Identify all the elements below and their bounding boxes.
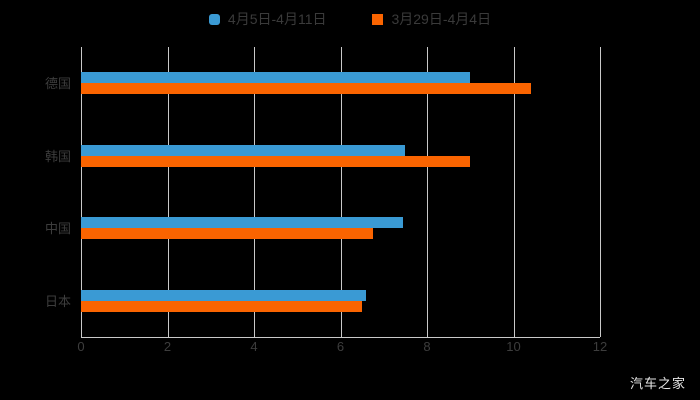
y-axis-label-0: 德国 <box>44 76 71 92</box>
bar <box>81 300 363 312</box>
gridline <box>254 47 255 337</box>
y-axis-category-labels: 德国 韩国 中国 日本 <box>0 47 71 337</box>
x-axis-tick-label: 2 <box>163 339 172 354</box>
x-axis-tick-labels: 0 2 4 6 8 10 12 <box>77 339 607 360</box>
gridline <box>340 47 342 337</box>
gridline <box>427 47 428 337</box>
bar <box>81 83 531 95</box>
x-axis-tick-label: 0 <box>77 339 85 354</box>
legend-square-marker-icon <box>372 13 384 25</box>
x-axis-tick-label: 8 <box>423 339 431 354</box>
gridline <box>81 47 82 337</box>
y-axis-label-1: 韩国 <box>44 148 71 164</box>
bar <box>81 228 373 240</box>
bar <box>81 72 471 84</box>
bar <box>81 289 367 301</box>
x-axis-tick-label: 4 <box>250 339 258 354</box>
legend-circle-marker-icon <box>208 13 220 25</box>
legend-item[interactable]: 4月5日-4月11日 <box>208 11 327 27</box>
y-axis-label-2: 中国 <box>44 221 71 237</box>
x-axis-tick-label: 6 <box>336 339 345 354</box>
x-axis-tick-label: 10 <box>506 339 521 354</box>
x-axis-tick-label: 12 <box>592 339 608 354</box>
gridline <box>513 47 515 337</box>
chart-legend: 4月5日-4月11日 3月29日-4月4日 <box>0 6 700 32</box>
bar <box>81 155 471 167</box>
plot-area <box>81 47 601 337</box>
legend-item-label: 4月5日-4月11日 <box>227 11 327 27</box>
bar <box>81 144 406 156</box>
bar <box>81 217 404 229</box>
watermark-label: 汽车之家 <box>629 376 686 391</box>
y-axis-label-3: 日本 <box>44 293 71 309</box>
gridline <box>600 47 601 337</box>
x-axis-line <box>81 337 600 338</box>
legend-item[interactable]: 3月29日-4月4日 <box>372 12 491 26</box>
gridline <box>167 47 169 337</box>
legend-item-label: 3月29日-4月4日 <box>391 11 492 27</box>
